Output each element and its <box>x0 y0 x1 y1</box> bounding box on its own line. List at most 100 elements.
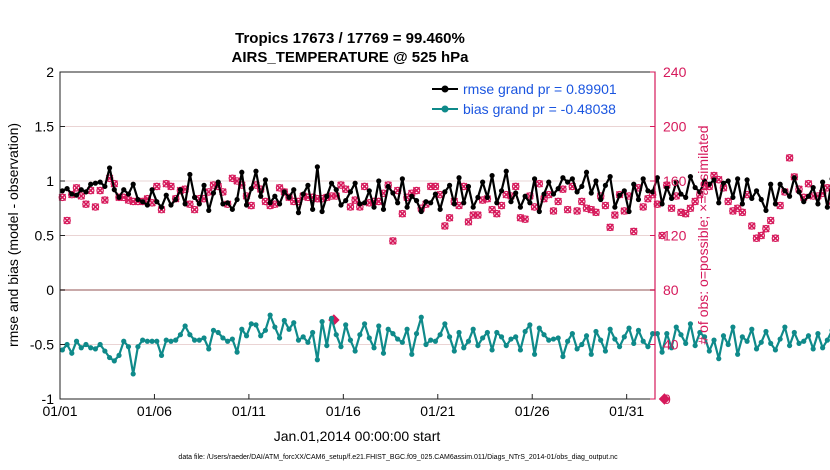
rmse-point <box>64 186 70 192</box>
rmse-point <box>78 187 84 193</box>
obs-assimilated-point <box>101 196 109 204</box>
x-axis-label: Jan.01,2014 00:00:00 start <box>274 428 441 444</box>
bias-point <box>796 340 802 347</box>
obs-assimilated-point <box>559 185 567 193</box>
bias-point <box>229 336 235 342</box>
x-tick-label: 01/01 <box>42 403 77 419</box>
rmse-point <box>225 200 231 206</box>
bias-point <box>59 347 65 353</box>
bias-point <box>810 346 816 352</box>
rmse-point <box>461 200 467 206</box>
bias-point <box>239 326 245 332</box>
rmse-point <box>508 199 514 205</box>
rmse-point <box>366 188 372 194</box>
obs-possible-point <box>691 197 699 206</box>
bias-point <box>78 345 84 351</box>
obs-assimilated-point <box>766 216 775 225</box>
rmse-point <box>546 179 552 185</box>
rmse-point <box>168 202 174 208</box>
bias-point <box>187 332 193 338</box>
rmse-point <box>791 175 797 181</box>
bias-point <box>456 329 462 336</box>
obs-assimilated-point <box>351 196 359 204</box>
obs-assimilated-point <box>521 215 529 223</box>
obs-assimilated-point <box>738 208 747 217</box>
obs-assimilated-point <box>346 203 355 211</box>
obs-possible-point <box>488 205 496 214</box>
bias-point <box>749 326 755 332</box>
rmse-point <box>725 178 731 184</box>
bias-point <box>130 371 136 377</box>
bias-point <box>588 351 594 357</box>
bias-point <box>668 345 675 351</box>
obs-possible-point <box>63 216 71 225</box>
rmse-point <box>347 189 354 195</box>
bias-point <box>210 327 217 333</box>
y-axis-right-label: # of obs: o=possible; ×=assimilated <box>695 125 711 344</box>
rmse-point <box>380 206 387 212</box>
y-left-tick-label: -0.5 <box>30 337 54 353</box>
rmse-point <box>527 200 533 206</box>
legend-bias-label: bias grand pr = -0.48038 <box>463 101 616 117</box>
rmse-point <box>810 184 816 191</box>
bias-point <box>428 337 434 343</box>
obs-possible-point <box>606 223 614 232</box>
bias-point <box>69 350 75 356</box>
rmse-point <box>820 179 826 185</box>
obs-assimilated-point <box>724 197 732 206</box>
rmse-point <box>428 200 434 206</box>
obs-assimilated-point <box>592 208 600 217</box>
obs-assimilated-point <box>167 182 175 191</box>
bias-point <box>125 344 132 350</box>
rmse-point <box>574 189 580 195</box>
obs-assimilated-point <box>606 223 614 232</box>
bias-point <box>687 321 694 327</box>
bias-point <box>366 335 372 341</box>
rmse-point <box>550 191 557 197</box>
rmse-point <box>258 193 264 199</box>
bias-point <box>262 327 269 333</box>
rmse-point <box>319 208 325 215</box>
rmse-point <box>616 192 623 198</box>
obs-assimilated-point <box>629 227 638 236</box>
obs-assimilated-point <box>776 201 784 210</box>
bias-point <box>149 338 155 344</box>
bias-point <box>276 335 283 341</box>
bias-point <box>659 349 665 355</box>
obs-assimilated-point <box>82 200 90 208</box>
obs-possible-point <box>58 193 67 202</box>
rmse-point <box>390 190 396 196</box>
y-right-tick-label: 80 <box>663 282 679 298</box>
rmse-point <box>201 182 207 188</box>
bias-point <box>399 339 405 345</box>
bias-point <box>328 315 335 321</box>
rmse-point <box>583 169 590 175</box>
rmse-point <box>654 175 660 181</box>
bias-point <box>508 336 514 342</box>
bias-point <box>333 332 339 338</box>
obs-possible-point <box>346 203 355 211</box>
obs-assimilated-point <box>620 207 629 215</box>
rmse-point <box>659 201 665 207</box>
rmse-point <box>824 204 830 210</box>
bias-point <box>541 332 547 338</box>
obs-possible-point <box>474 211 482 219</box>
bias-point <box>258 333 264 339</box>
bias-point <box>475 342 481 349</box>
rmse-point <box>140 199 146 205</box>
obs-possible-point <box>337 181 345 189</box>
rmse-point <box>446 182 453 188</box>
obs-assimilated-point <box>389 237 397 245</box>
bias-point <box>395 336 401 342</box>
obs-assimilated-point <box>271 200 279 208</box>
obs-possible-point <box>554 197 562 206</box>
bias-point <box>371 345 377 351</box>
obs-possible-point <box>563 205 572 214</box>
x-tick-label: 01/11 <box>232 403 266 419</box>
rmse-point <box>376 178 382 184</box>
bias-point <box>380 350 387 356</box>
rmse-point <box>328 180 335 186</box>
bias-point <box>593 328 599 335</box>
obs-assimilated-point <box>667 204 676 213</box>
y-left-tick-label: 2 <box>46 64 54 80</box>
